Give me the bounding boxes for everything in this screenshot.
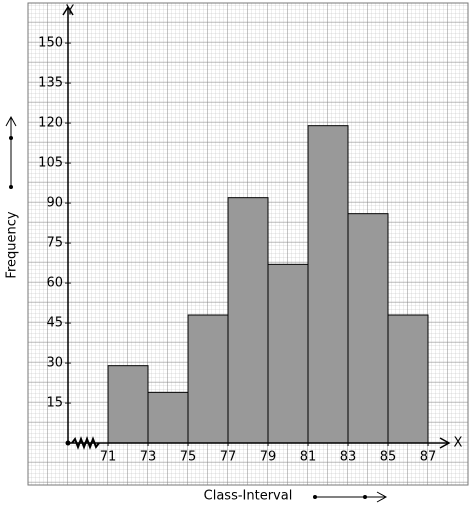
- y-axis-name: Y: [65, 4, 74, 19]
- y-tick-label: 45: [46, 316, 63, 331]
- decor-arrow-left: [5, 115, 17, 189]
- y-tick-label: 105: [38, 156, 63, 171]
- y-tick-label: 75: [46, 236, 63, 251]
- x-arrow: [439, 437, 451, 449]
- bar: [187, 314, 229, 444]
- y-tick-label: 135: [38, 76, 63, 91]
- bar: [107, 365, 149, 444]
- bar: [347, 213, 389, 444]
- y-tick-label: 30: [46, 356, 63, 371]
- x-tick-label: 73: [140, 450, 157, 465]
- x-tick-label: 77: [220, 450, 237, 465]
- origin: [65, 440, 71, 446]
- decor-arrow-bottom: [313, 491, 388, 503]
- x-tick-label: 71: [100, 450, 117, 465]
- x-tick-label: 87: [420, 450, 437, 465]
- y-tick-label: 120: [38, 116, 63, 131]
- x-tick-label: 79: [260, 450, 277, 465]
- axis-break: [71, 436, 100, 450]
- bar: [307, 125, 349, 444]
- x-tick-label: 75: [180, 450, 197, 465]
- y-tick-label: 15: [46, 396, 63, 411]
- x-label: Class-Interval: [204, 489, 293, 504]
- x-axis-name: X: [454, 436, 463, 451]
- y-tick-label: 90: [46, 196, 63, 211]
- bar: [147, 391, 189, 444]
- bar: [267, 263, 309, 444]
- y-tick-label: 150: [38, 36, 63, 51]
- bar: [227, 197, 269, 444]
- x-tick-label: 81: [300, 450, 317, 465]
- y-label: Frequency: [5, 211, 20, 278]
- y-tick-label: 60: [46, 276, 63, 291]
- bar: [387, 314, 429, 444]
- x-tick-label: 83: [340, 450, 357, 465]
- x-tick-label: 85: [380, 450, 397, 465]
- y-arrow: [62, 5, 74, 16]
